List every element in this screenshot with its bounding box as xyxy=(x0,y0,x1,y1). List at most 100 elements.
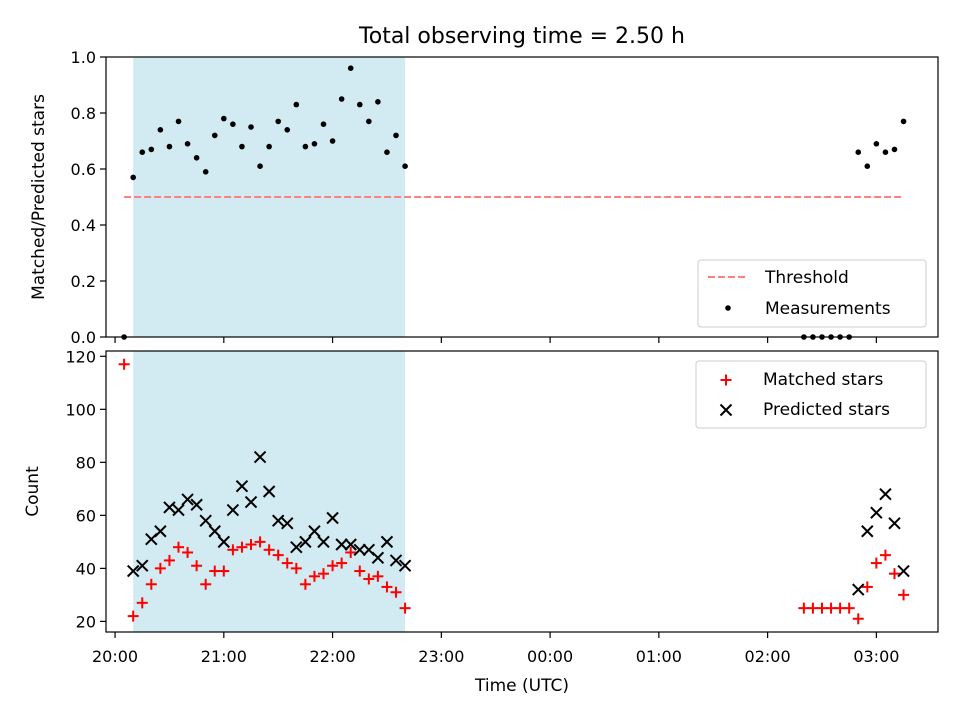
measurement-point xyxy=(211,132,218,139)
matched-star-point xyxy=(118,358,130,370)
predicted-star-point xyxy=(208,525,221,538)
count-y-tick-label: 120 xyxy=(65,347,96,366)
cross-b xyxy=(888,517,901,530)
predicted-star-point xyxy=(326,511,339,525)
cross-b xyxy=(344,538,357,551)
count-y-tick-label: 100 xyxy=(65,400,96,419)
ratio-panel-frame xyxy=(105,56,939,338)
matched-star-point xyxy=(182,546,194,558)
predicted-star-point xyxy=(888,517,901,530)
matched-star-point xyxy=(200,578,212,590)
cross-b xyxy=(326,511,339,525)
count-x-tick-label: 22:00 xyxy=(310,647,356,666)
matched-star-point xyxy=(861,581,873,593)
measurement-point xyxy=(891,146,898,153)
matched-star-point xyxy=(191,560,203,572)
predicted-star-point xyxy=(344,538,357,551)
count-y-tick-label: 20 xyxy=(76,612,96,631)
predicted-star-point xyxy=(852,583,865,596)
measurement-point xyxy=(175,118,182,125)
predicted-star-point xyxy=(870,506,883,519)
count-panel-frame xyxy=(105,350,939,633)
matched-star-point xyxy=(173,541,185,553)
cross-b xyxy=(317,535,330,549)
matched-star-point xyxy=(345,546,357,558)
count-legend: Matched stars Predicted stars xyxy=(695,360,927,429)
legend-measurements-label: Measurements xyxy=(765,299,891,319)
matched-star-point xyxy=(354,565,366,577)
predicted-star-point xyxy=(335,538,348,551)
legend-measurements-swatch xyxy=(725,305,731,311)
predicted-star-point xyxy=(271,514,285,527)
matched-star-point xyxy=(336,557,348,569)
measurement-point xyxy=(864,163,871,169)
matched-stars-points xyxy=(118,358,910,625)
matched-star-point xyxy=(363,573,375,585)
measurement-point xyxy=(855,149,862,155)
cross-b xyxy=(299,535,312,549)
ratio-y-tick-label: 0.2 xyxy=(71,272,96,291)
chart-title: Total observing time = 2.50 h xyxy=(358,24,685,49)
measurement-point xyxy=(148,146,155,153)
predicted-star-point xyxy=(861,525,874,538)
count-x-tick-label: 21:00 xyxy=(201,647,247,666)
measurement-point xyxy=(882,149,889,155)
matched-star-point xyxy=(372,570,384,582)
measurement-point xyxy=(166,143,173,150)
x-axis-label: Time (UTC) xyxy=(474,676,569,696)
predicted-star-point xyxy=(172,503,185,517)
cross-b xyxy=(335,538,348,551)
predicted-star-point xyxy=(879,487,892,501)
cross-b xyxy=(861,525,874,538)
count-x-tick-label: 20:00 xyxy=(92,647,138,666)
measurement-point xyxy=(329,138,336,144)
predicted-stars-points xyxy=(126,450,910,596)
predicted-star-point xyxy=(226,503,240,517)
legend-predicted-swatch xyxy=(719,403,733,417)
predicted-star-point xyxy=(181,493,194,506)
count-legend-box xyxy=(695,360,927,429)
matched-star-point xyxy=(390,586,402,598)
cross-b xyxy=(719,403,733,417)
cross-b xyxy=(181,493,194,506)
measurement-point xyxy=(302,143,309,150)
measurement-point xyxy=(202,169,209,175)
matched-star-point xyxy=(318,568,330,580)
measurement-point xyxy=(284,127,291,133)
measurement-point xyxy=(257,163,263,169)
predicted-star-point xyxy=(253,450,267,464)
count-y-ticks: 20 40 60 80 100 120 xyxy=(65,347,106,631)
cross-b xyxy=(208,525,221,538)
measurement-point xyxy=(193,155,200,161)
predicted-star-point xyxy=(163,501,176,514)
matched-star-point xyxy=(227,544,239,556)
matched-star-point xyxy=(145,578,157,590)
measurement-point xyxy=(266,143,272,150)
measurement-point xyxy=(221,115,227,122)
measurement-point xyxy=(393,132,399,139)
measurement-points xyxy=(121,65,907,340)
cross-b xyxy=(244,495,258,509)
measurement-point xyxy=(900,118,907,125)
cross-b xyxy=(136,559,149,572)
cross-b xyxy=(870,506,883,519)
predicted-star-point xyxy=(244,495,258,509)
measurement-point xyxy=(402,163,408,169)
matched-star-point xyxy=(263,544,275,556)
predicted-star-point xyxy=(290,540,303,554)
count-x-tick-label: 00:00 xyxy=(527,647,573,666)
matched-star-point xyxy=(136,597,148,609)
count-x-tick-label: 01:00 xyxy=(636,647,682,666)
cross-b xyxy=(217,535,231,549)
matched-star-point xyxy=(154,562,166,574)
measurement-point xyxy=(347,65,354,71)
cross-b xyxy=(380,535,394,549)
predicted-star-point xyxy=(217,535,231,549)
matched-star-point xyxy=(218,565,230,577)
measurement-point xyxy=(157,127,164,133)
cross-b xyxy=(398,559,412,572)
predicted-star-point xyxy=(235,479,249,493)
ratio-panel: 0.0 0.2 0.4 0.6 0.8 1.0 Total observing time … xyxy=(29,24,939,347)
matched-star-point xyxy=(254,536,266,548)
measurement-point xyxy=(320,121,327,127)
